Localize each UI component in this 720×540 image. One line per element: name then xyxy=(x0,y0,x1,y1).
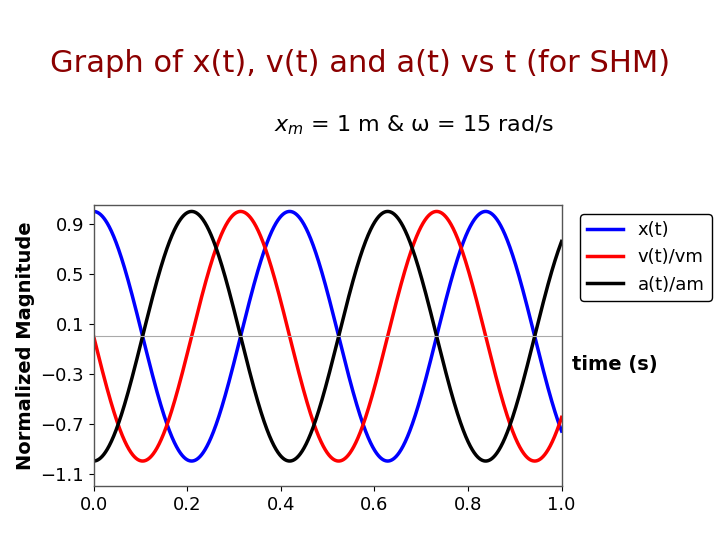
x(t) xyxy=(317,267,325,273)
v(t)/vm xyxy=(89,333,98,340)
Text: $x_m$ = 1 m & ω = 15 rad/s: $x_m$ = 1 m & ω = 15 rad/s xyxy=(274,113,554,137)
a(t)/am xyxy=(113,423,122,429)
Text: time (s): time (s) xyxy=(572,355,658,374)
x(t) xyxy=(458,241,467,248)
Text: Graph of x(t), v(t) and a(t) vs t (for SHM): Graph of x(t), v(t) and a(t) vs t (for S… xyxy=(50,49,670,78)
Line: v(t)/vm: v(t)/vm xyxy=(94,212,562,461)
x(t) xyxy=(557,428,566,434)
v(t)/vm xyxy=(113,420,122,426)
a(t)/am xyxy=(544,281,552,288)
a(t)/am xyxy=(544,280,552,287)
v(t)/vm xyxy=(458,248,467,254)
a(t)/am xyxy=(458,424,467,431)
x(t) xyxy=(89,208,98,215)
a(t)/am xyxy=(89,458,98,464)
a(t)/am xyxy=(317,399,325,406)
x(t) xyxy=(544,385,552,392)
Legend: x(t), v(t)/vm, a(t)/am: x(t), v(t)/vm, a(t)/am xyxy=(580,214,712,301)
x(t) xyxy=(383,458,392,464)
Y-axis label: Normalized Magnitude: Normalized Magnitude xyxy=(16,221,35,470)
v(t)/vm xyxy=(544,446,552,453)
x(t) xyxy=(544,386,552,392)
x(t) xyxy=(113,243,122,249)
a(t)/am xyxy=(557,238,566,245)
v(t)/vm xyxy=(236,208,245,215)
x(t) xyxy=(305,231,313,238)
v(t)/vm xyxy=(544,446,553,453)
a(t)/am xyxy=(383,208,392,215)
v(t)/vm xyxy=(531,458,539,464)
v(t)/vm xyxy=(557,414,566,421)
v(t)/vm xyxy=(305,406,313,412)
a(t)/am xyxy=(305,435,313,442)
v(t)/vm xyxy=(317,439,325,446)
Line: x(t): x(t) xyxy=(94,212,562,461)
Line: a(t)/am: a(t)/am xyxy=(94,212,562,461)
